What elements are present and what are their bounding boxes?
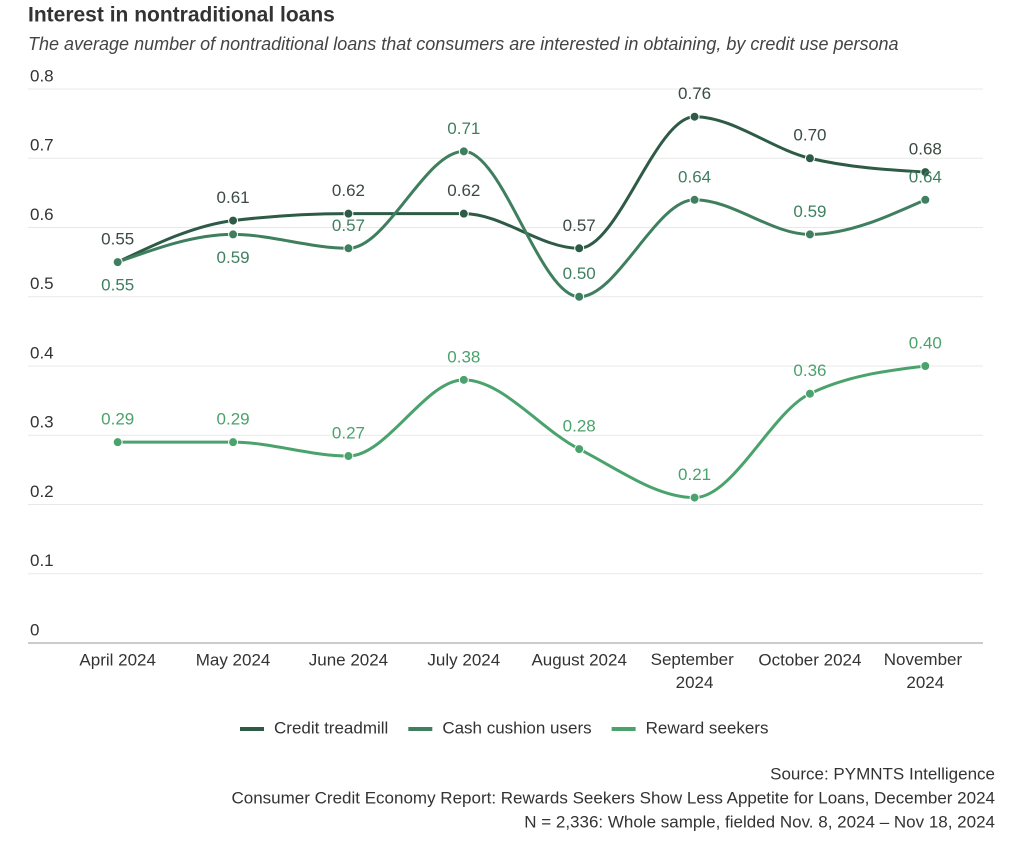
- legend-label: Cash cushion users: [442, 718, 591, 737]
- source-note: Consumer Credit Economy Report: Rewards …: [232, 788, 996, 807]
- data-point: [112, 257, 123, 268]
- data-label: 0.76: [678, 84, 711, 103]
- data-point: [689, 492, 700, 503]
- data-label: 0.57: [332, 216, 365, 235]
- data-point: [689, 111, 700, 122]
- data-label: 0.62: [447, 181, 480, 200]
- chart-subtitle: The average number of nontraditional loa…: [28, 34, 899, 54]
- data-label: 0.27: [332, 424, 365, 443]
- data-label: 0.50: [563, 264, 596, 283]
- data-label: 0.36: [793, 361, 826, 380]
- data-label: 0.29: [217, 410, 250, 429]
- x-tick-label: November 2024: [884, 650, 967, 692]
- data-label: 0.62: [332, 181, 365, 200]
- legend-label: Credit treadmill: [274, 718, 388, 737]
- source-note: Source: PYMNTS Intelligence: [770, 764, 995, 783]
- x-tick-label: October 2024: [758, 650, 861, 669]
- data-point: [458, 146, 469, 157]
- data-point: [920, 167, 931, 178]
- x-tick-label: July 2024: [427, 650, 500, 669]
- data-point: [574, 243, 585, 254]
- data-point: [574, 291, 585, 302]
- y-tick-label: 0.2: [30, 482, 54, 501]
- y-tick-label: 0.3: [30, 413, 54, 432]
- series-line: [117, 364, 926, 500]
- data-point: [343, 243, 354, 254]
- x-tick-label: September 2024: [651, 650, 739, 692]
- data-label: 0.55: [101, 230, 134, 249]
- x-tick-label: April 2024: [79, 650, 156, 669]
- data-label: 0.68: [909, 140, 942, 159]
- data-label: 0.59: [793, 202, 826, 221]
- y-tick-label: 0.6: [30, 205, 54, 224]
- y-tick-label: 0.8: [30, 66, 54, 85]
- data-point: [228, 437, 239, 448]
- data-point: [689, 194, 700, 205]
- data-label: 0.64: [678, 167, 711, 186]
- data-point: [804, 153, 815, 164]
- data-point: [228, 215, 239, 226]
- data-label: 0.57: [563, 216, 596, 235]
- data-label: 0.40: [909, 333, 942, 352]
- data-point: [458, 208, 469, 219]
- series-line: [117, 115, 926, 264]
- data-label: 0.71: [447, 119, 480, 138]
- data-point: [228, 229, 239, 240]
- chart-title: Interest in nontraditional loans: [28, 4, 335, 27]
- data-label: 0.61: [217, 188, 250, 207]
- data-label: 0.64: [909, 167, 942, 186]
- x-tick-label: June 2024: [309, 650, 388, 669]
- data-point: [343, 451, 354, 462]
- data-label: 0.38: [447, 347, 480, 366]
- data-point: [112, 437, 123, 448]
- x-tick-label: May 2024: [196, 650, 271, 669]
- y-tick-label: 0.1: [30, 551, 54, 570]
- data-point: [804, 388, 815, 399]
- data-point: [920, 194, 931, 205]
- data-label: 0.21: [678, 465, 711, 484]
- y-tick-label: 0.7: [30, 136, 54, 155]
- data-point: [920, 361, 931, 371]
- data-label: 0.55: [101, 276, 134, 295]
- series-line: [117, 149, 926, 299]
- x-tick-label: August 2024: [531, 650, 626, 669]
- y-tick-label: 0: [30, 620, 39, 639]
- data-label: 0.28: [563, 417, 596, 436]
- data-point: [458, 374, 469, 385]
- data-label: 0.59: [217, 248, 250, 267]
- data-point: [343, 208, 354, 219]
- y-tick-label: 0.5: [30, 274, 54, 293]
- legend: Credit treadmill Cash cushion users Reward…: [240, 718, 768, 737]
- y-tick-label: 0.4: [30, 343, 54, 362]
- legend-label: Reward seekers: [646, 718, 769, 737]
- data-point: [574, 444, 585, 455]
- data-label: 0.29: [101, 410, 134, 429]
- data-label: 0.70: [793, 126, 826, 145]
- source-note: N = 2,336: Whole sample, fielded Nov. 8,…: [524, 812, 995, 831]
- data-point: [804, 229, 815, 240]
